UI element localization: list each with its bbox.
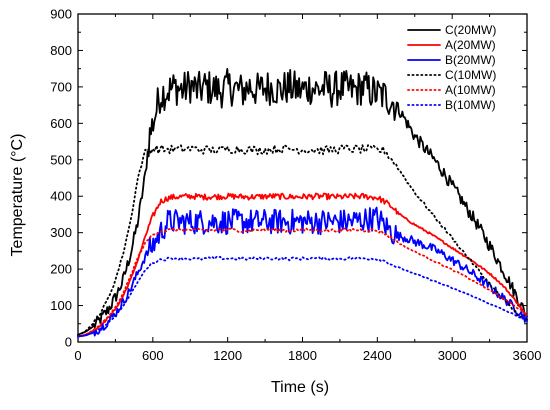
legend-label: C(20MW) <box>445 23 496 37</box>
legend-label: B(10MW) <box>445 98 496 112</box>
x-tick-label: 0 <box>74 348 81 363</box>
legend-label: C(10MW) <box>445 68 496 82</box>
legend-label: A(10MW) <box>445 83 496 97</box>
y-tick-label: 900 <box>50 7 72 22</box>
series-line <box>77 68 528 336</box>
legend-label: A(20MW) <box>445 38 496 52</box>
series-line <box>77 206 528 338</box>
y-tick-label: 200 <box>50 262 72 277</box>
y-tick-label: 800 <box>50 43 72 58</box>
series-a-10mw <box>77 227 528 338</box>
series-line <box>77 192 528 338</box>
x-tick-label: 1200 <box>213 348 242 363</box>
y-tick-label: 400 <box>50 189 72 204</box>
x-axis-label: Time (s) <box>271 379 329 396</box>
y-axis-label: Temperature (°C) <box>9 134 26 257</box>
series-c-20mw <box>77 68 528 336</box>
y-tick-label: 500 <box>50 152 72 167</box>
series-a-20mw <box>77 192 528 338</box>
series-line <box>77 144 528 337</box>
y-tick-label: 600 <box>50 116 72 131</box>
x-tick-label: 3000 <box>438 348 467 363</box>
legend: C(20MW)A(20MW)B(20MW)C(10MW)A(10MW)B(10M… <box>407 23 496 112</box>
legend-label: B(20MW) <box>445 53 496 67</box>
series-group <box>77 68 528 338</box>
y-tick-label: 700 <box>50 79 72 94</box>
series-line <box>77 227 528 338</box>
axes: 0 600 1200 1800 2400 3000 3600 0 100 200 300 400 500… <box>50 7 541 364</box>
x-tick-label: 1800 <box>288 348 317 363</box>
x-tick-label: 600 <box>142 348 164 363</box>
y-tick-label: 100 <box>50 298 72 313</box>
y-tick-label: 300 <box>50 225 72 240</box>
y-tick-label: 0 <box>65 335 72 350</box>
x-tick-label: 3600 <box>513 348 542 363</box>
x-tick-label: 2400 <box>363 348 392 363</box>
series-b-20mw <box>77 206 528 338</box>
series-c-10mw <box>77 144 528 337</box>
series-b-10mw <box>77 255 528 338</box>
series-line <box>77 255 528 338</box>
